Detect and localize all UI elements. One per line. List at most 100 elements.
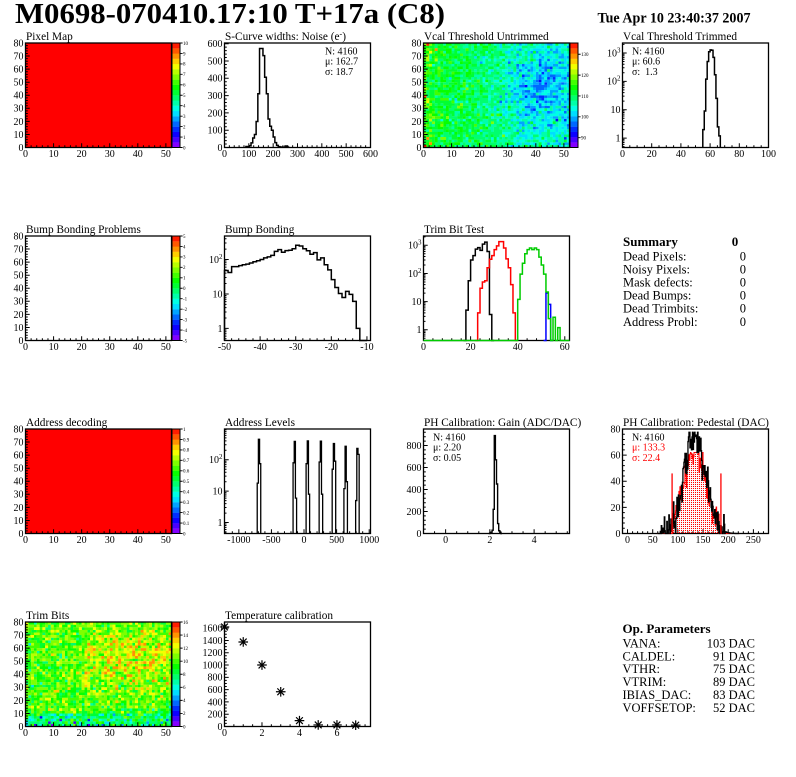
svg-text:10: 10 bbox=[14, 130, 24, 141]
svg-text:0: 0 bbox=[740, 263, 746, 277]
svg-text:4: 4 bbox=[183, 699, 186, 704]
svg-text:60: 60 bbox=[412, 65, 422, 76]
svg-text:800: 800 bbox=[407, 441, 422, 452]
svg-text:Dead Pixels:: Dead Pixels: bbox=[623, 250, 687, 264]
svg-text:30: 30 bbox=[14, 683, 24, 694]
svg-text:σ: 0.05: σ: 0.05 bbox=[433, 453, 461, 464]
svg-text:0: 0 bbox=[740, 315, 746, 329]
svg-text:30: 30 bbox=[14, 297, 24, 308]
svg-text:20: 20 bbox=[77, 535, 87, 546]
svg-text:N: 4160: N: 4160 bbox=[632, 433, 665, 444]
svg-text:CALDEL:: CALDEL: bbox=[623, 649, 676, 663]
svg-text:0.9: 0.9 bbox=[183, 438, 190, 443]
svg-text:130: 130 bbox=[581, 53, 589, 58]
svg-text:1: 1 bbox=[183, 428, 186, 433]
svg-text:2: 2 bbox=[183, 266, 186, 271]
svg-text:VTHR:: VTHR: bbox=[623, 662, 661, 676]
svg-text:80: 80 bbox=[412, 38, 422, 49]
svg-text:20: 20 bbox=[475, 149, 485, 160]
svg-text:-4: -4 bbox=[183, 329, 188, 334]
svg-text:60: 60 bbox=[14, 644, 24, 655]
svg-text:0: 0 bbox=[19, 529, 24, 540]
svg-text:600: 600 bbox=[363, 149, 378, 160]
svg-text:20: 20 bbox=[77, 728, 87, 739]
svg-text:20: 20 bbox=[611, 503, 621, 514]
svg-text:VOFFSETOP:: VOFFSETOP: bbox=[623, 701, 696, 715]
svg-text:0.1: 0.1 bbox=[183, 522, 190, 527]
svg-text:100: 100 bbox=[581, 116, 589, 121]
svg-text:60: 60 bbox=[705, 149, 715, 160]
svg-text:0: 0 bbox=[23, 342, 28, 353]
svg-text:-5: -5 bbox=[183, 339, 188, 344]
svg-text:0: 0 bbox=[19, 336, 24, 347]
svg-text:-30: -30 bbox=[289, 342, 302, 353]
svg-text:70: 70 bbox=[14, 244, 24, 255]
svg-text:0: 0 bbox=[183, 146, 186, 151]
svg-text:89 DAC: 89 DAC bbox=[713, 675, 755, 689]
svg-text:50: 50 bbox=[648, 535, 658, 546]
svg-text:10: 10 bbox=[183, 660, 189, 665]
svg-text:5: 5 bbox=[183, 94, 186, 99]
svg-text:16: 16 bbox=[183, 621, 189, 626]
svg-text:80: 80 bbox=[734, 149, 744, 160]
svg-text:σ: 22.4: σ: 22.4 bbox=[632, 453, 660, 464]
svg-text:4: 4 bbox=[297, 728, 302, 739]
svg-text:0: 0 bbox=[218, 143, 223, 154]
svg-text:0: 0 bbox=[19, 143, 24, 154]
svg-text:75 DAC: 75 DAC bbox=[713, 662, 755, 676]
svg-text:110: 110 bbox=[581, 95, 589, 100]
svg-text:0: 0 bbox=[421, 149, 426, 160]
svg-text:-2: -2 bbox=[183, 308, 188, 313]
svg-text:10: 10 bbox=[213, 289, 223, 300]
svg-text:600: 600 bbox=[407, 463, 422, 474]
svg-text:200: 200 bbox=[208, 108, 223, 119]
svg-text:4: 4 bbox=[183, 245, 186, 250]
svg-text:20: 20 bbox=[412, 117, 422, 128]
svg-text:2: 2 bbox=[183, 125, 186, 130]
svg-text:-50: -50 bbox=[218, 342, 231, 353]
svg-text:1: 1 bbox=[183, 136, 186, 141]
svg-text:600: 600 bbox=[208, 685, 223, 696]
svg-text:10: 10 bbox=[412, 130, 422, 141]
svg-text:80: 80 bbox=[14, 38, 24, 49]
svg-text:-3: -3 bbox=[183, 318, 188, 323]
svg-text:80: 80 bbox=[14, 231, 24, 242]
svg-text:Bump Bonding: Bump Bonding bbox=[225, 224, 295, 236]
svg-text:40: 40 bbox=[531, 149, 541, 160]
svg-text:40: 40 bbox=[412, 91, 422, 102]
svg-text:10: 10 bbox=[14, 323, 24, 334]
svg-text:30: 30 bbox=[105, 149, 115, 160]
svg-text:0: 0 bbox=[23, 149, 28, 160]
svg-text:50: 50 bbox=[161, 535, 171, 546]
svg-text:-40: -40 bbox=[253, 342, 266, 353]
svg-text:3: 3 bbox=[183, 115, 186, 120]
svg-text:μ: 162.7: μ: 162.7 bbox=[325, 57, 358, 68]
svg-text:10: 10 bbox=[49, 149, 59, 160]
svg-text:80: 80 bbox=[14, 617, 24, 628]
svg-text:0.3: 0.3 bbox=[183, 501, 190, 506]
svg-text:40: 40 bbox=[133, 535, 143, 546]
svg-text:Tue Apr 10 23:40:37 2007: Tue Apr 10 23:40:37 2007 bbox=[598, 10, 751, 26]
svg-text:120: 120 bbox=[581, 74, 589, 79]
svg-text:30: 30 bbox=[14, 490, 24, 501]
svg-text:-1000: -1000 bbox=[227, 535, 250, 546]
svg-text:PH Calibration: Gain (ADC/DAC): PH Calibration: Gain (ADC/DAC) bbox=[424, 417, 581, 429]
svg-text:50: 50 bbox=[14, 78, 24, 89]
svg-text:9: 9 bbox=[183, 52, 186, 57]
svg-text:400: 400 bbox=[407, 485, 422, 496]
svg-text:0: 0 bbox=[23, 535, 28, 546]
svg-text:0: 0 bbox=[302, 535, 307, 546]
svg-text:Bump Bonding Problems: Bump Bonding Problems bbox=[26, 224, 141, 236]
svg-text:Noisy Pixels:: Noisy Pixels: bbox=[623, 263, 690, 277]
svg-text:20: 20 bbox=[14, 503, 24, 514]
svg-text:100: 100 bbox=[761, 149, 776, 160]
svg-text:60: 60 bbox=[14, 258, 24, 269]
svg-text:6: 6 bbox=[334, 728, 339, 739]
svg-text:Dead Bumps:: Dead Bumps: bbox=[623, 289, 691, 303]
svg-text:10: 10 bbox=[213, 487, 223, 498]
svg-text:3: 3 bbox=[183, 256, 186, 261]
svg-text:M0698-070410.17:10 T+17a (C8): M0698-070410.17:10 T+17a (C8) bbox=[15, 0, 445, 30]
svg-text:70: 70 bbox=[412, 51, 422, 62]
svg-text:100: 100 bbox=[670, 535, 685, 546]
svg-text:Vcal Threshold Trimmed: Vcal Threshold Trimmed bbox=[623, 31, 737, 43]
